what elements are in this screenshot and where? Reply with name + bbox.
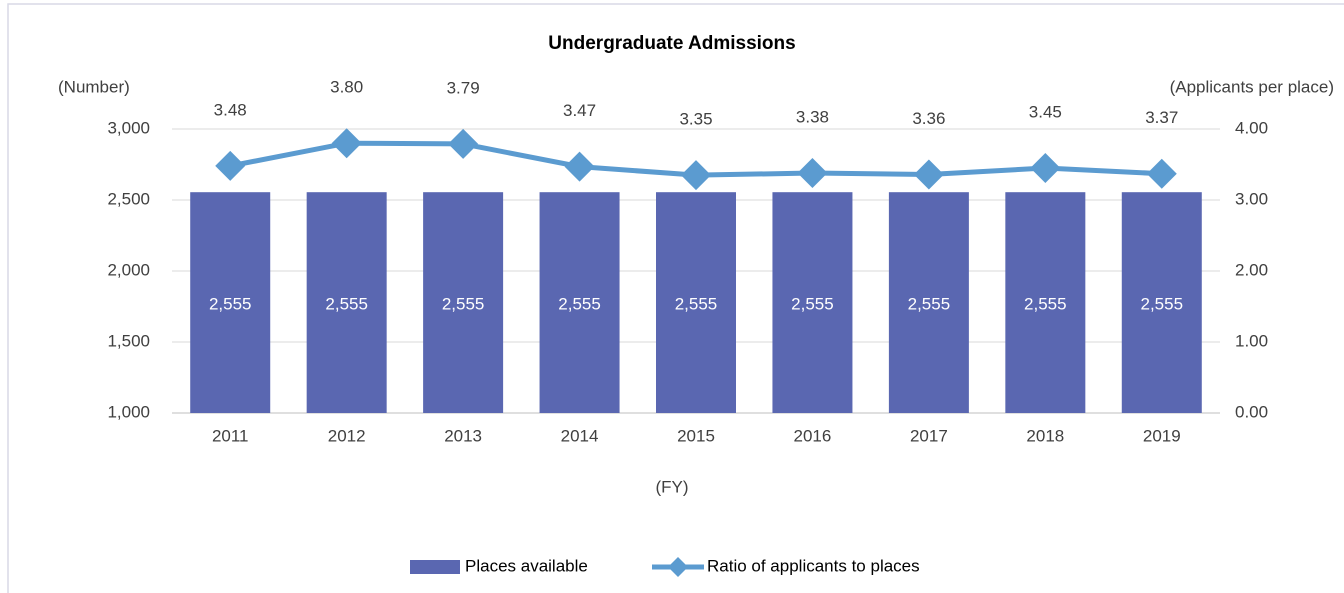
legend-label: Ratio of applicants to places bbox=[707, 556, 920, 575]
line-value-label: 3.37 bbox=[1145, 108, 1178, 127]
marker bbox=[913, 159, 944, 190]
y2-axis-title: (Applicants per place) bbox=[1170, 77, 1334, 96]
line-value-label: 3.35 bbox=[679, 110, 712, 129]
bar-value-label: 2,555 bbox=[209, 294, 252, 313]
line-value-label: 3.79 bbox=[447, 78, 480, 97]
bar bbox=[656, 192, 736, 413]
marker bbox=[215, 150, 246, 181]
frame bbox=[7, 3, 1344, 593]
line-value-label: 3.36 bbox=[912, 109, 945, 128]
line-value-label: 3.80 bbox=[330, 78, 363, 97]
y2-tick-label: 1.00 bbox=[1235, 331, 1268, 350]
legend-marker bbox=[668, 557, 688, 577]
y2-tick-label: 3.00 bbox=[1235, 189, 1268, 208]
x-axis-title: (FY) bbox=[655, 477, 688, 496]
y2-tick-label: 4.00 bbox=[1235, 118, 1268, 137]
bar bbox=[306, 192, 387, 413]
bar bbox=[888, 192, 969, 413]
x-tick-label: 2014 bbox=[561, 426, 599, 445]
line-value-label: 3.38 bbox=[796, 108, 829, 127]
bar-value-label: 2,555 bbox=[558, 294, 601, 313]
y-tick-label: 2,500 bbox=[107, 189, 150, 208]
y-tick-label: 1,500 bbox=[107, 331, 150, 350]
line-value-label: 3.47 bbox=[563, 101, 596, 120]
marker bbox=[681, 160, 711, 191]
marker bbox=[1146, 158, 1177, 189]
bar bbox=[190, 192, 271, 413]
marker bbox=[1030, 153, 1061, 184]
y-tick-label: 3,000 bbox=[107, 118, 150, 137]
marker bbox=[564, 151, 595, 182]
line-value-label: 3.45 bbox=[1029, 103, 1062, 122]
x-tick-label: 2018 bbox=[1026, 426, 1064, 445]
x-tick-label: 2013 bbox=[444, 426, 482, 445]
bar-value-label: 2,555 bbox=[791, 294, 834, 313]
x-tick-label: 2016 bbox=[794, 426, 832, 445]
bar-value-label: 2,555 bbox=[325, 294, 368, 313]
x-tick-label: 2015 bbox=[677, 426, 715, 445]
marker bbox=[331, 128, 362, 159]
bar-value-label: 2,555 bbox=[908, 294, 951, 313]
x-tick-label: 2012 bbox=[328, 426, 366, 445]
y2-tick-label: 0.00 bbox=[1235, 402, 1268, 421]
bar-value-label: 2,555 bbox=[442, 294, 485, 313]
bar bbox=[1121, 192, 1202, 413]
bar bbox=[1005, 192, 1086, 413]
y-tick-label: 1,000 bbox=[107, 402, 150, 421]
x-tick-label: 2017 bbox=[910, 426, 948, 445]
line-value-label: 3.48 bbox=[214, 100, 247, 119]
marker bbox=[448, 128, 479, 159]
bar bbox=[423, 192, 504, 413]
x-tick-label: 2011 bbox=[212, 426, 249, 445]
marker bbox=[797, 158, 828, 189]
bar-value-label: 2,555 bbox=[1024, 294, 1067, 313]
x-tick-label: 2019 bbox=[1143, 426, 1181, 445]
y-tick-label: 2,000 bbox=[107, 260, 150, 279]
bar bbox=[772, 192, 853, 413]
bar bbox=[539, 192, 620, 413]
chart-title: Undergraduate Admissions bbox=[548, 33, 795, 54]
y-axis-title: (Number) bbox=[58, 77, 130, 96]
bar-value-label: 2,555 bbox=[1141, 294, 1184, 313]
legend-swatch bbox=[410, 560, 460, 574]
y2-tick-label: 2.00 bbox=[1235, 260, 1268, 279]
legend-label: Places available bbox=[465, 556, 588, 575]
bar-value-label: 2,555 bbox=[675, 294, 718, 313]
